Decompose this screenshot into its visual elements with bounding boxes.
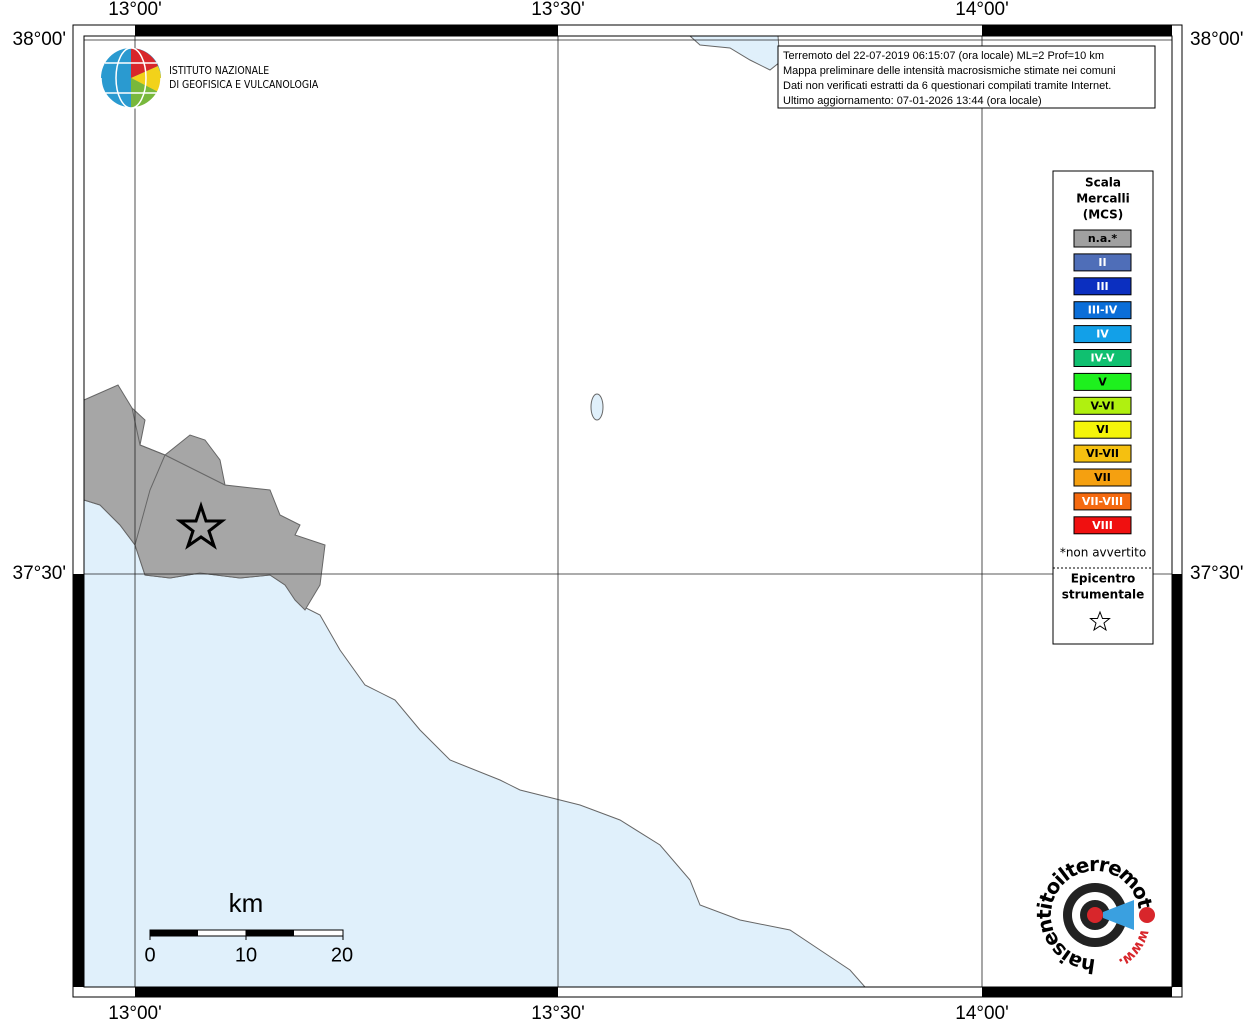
legend-label: n.a.* [1088,232,1118,245]
info-box [777,45,1156,109]
legend-label: VI [1096,423,1109,436]
lon-label: 14°00' [955,0,1009,20]
legend-swatch [1073,301,1132,320]
scale-bar [149,929,344,940]
legend-title: (MCS) [1083,208,1124,222]
lon-label: 13°30' [531,1003,585,1024]
island [590,393,604,421]
legend-swatch [1073,372,1132,391]
legend-label: VII [1094,471,1111,484]
border [131,407,226,546]
lon-label: 14°00' [955,1003,1009,1024]
info-line: Mappa preliminare delle intensità macros… [783,65,1116,77]
legend-swatch [1073,492,1132,511]
lon-label: 13°00' [108,0,162,20]
legend-label: III-IV [1088,304,1118,317]
ingv-name: ISTITUTO NAZIONALE [169,66,269,78]
legend-star [1089,610,1111,632]
legend-label: V-VI [1090,399,1114,412]
legend-label: III [1096,280,1108,293]
legend-swatch [1073,229,1132,248]
lat-label: 38°00' [1190,29,1244,50]
legend-swatch [1073,468,1132,487]
info: Terremoto del 22-07-2019 06:15:07 (ora l… [783,50,1116,107]
lat-label: 38°00' [13,29,67,50]
frame [72,24,1183,998]
legend-note: *non avvertito [1060,546,1146,560]
lat-label: 37°30' [1190,563,1244,584]
legend-label: VIII [1092,519,1113,532]
ingv-logo: ISTITUTO NAZIONALE DI GEOFISICA E VULCAN… [100,47,318,109]
legend-swatch [1073,253,1132,272]
scale-label: 0 [144,944,155,966]
legend-label: IV-V [1090,352,1115,365]
graticule [84,36,1172,987]
legend-swatch [1073,420,1132,439]
legend-label: II [1098,256,1106,269]
legend-epicenter: strumentale [1062,588,1145,602]
epicenter-star [175,501,227,550]
legend-label: V [1098,375,1107,388]
scale-label: 10 [235,944,257,966]
legend-label: IV [1096,328,1109,341]
legend-epicenter: Epicentro [1071,572,1136,586]
legend-swatch [1073,325,1132,344]
ingv-name: DI GEOFISICA E VULCANOLOGIA [169,80,318,92]
info-line: Terremoto del 22-07-2019 06:15:07 (ora l… [783,50,1104,62]
legend-swatch [1073,277,1132,296]
legend-label: VI-VII [1086,447,1119,460]
info-line: Ultimo aggiornamento: 07-01-2026 13:44 (… [783,95,1042,107]
lon-label: 13°00' [108,1003,162,1024]
legend-swatch [1073,516,1132,535]
legend: ScalaMercalli(MCS)n.a.*IIIIIIII-IVIVIV-V… [1073,176,1132,535]
scale-label: 20 [331,944,353,966]
legend-swatch [1073,444,1132,463]
lon-label: 13°30' [531,0,585,20]
legend-title: Mercalli [1076,192,1130,206]
lat-label: 37°30' [13,563,67,584]
legend-swatch [1073,349,1132,367]
legend-label: VII-VIII [1082,495,1123,508]
info-line: Dati non verificati estratti da 6 questi… [783,80,1111,92]
scale-unit: km [229,888,264,918]
legend-title: Scala [1085,176,1121,190]
legend-swatch [1073,396,1132,415]
